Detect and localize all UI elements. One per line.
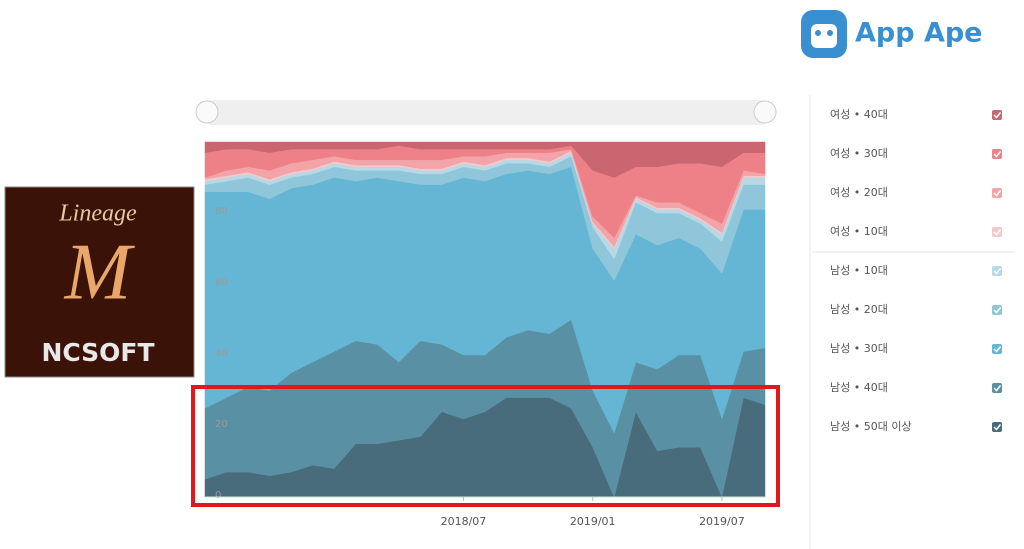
legend-label: 남성 • 30대 bbox=[830, 342, 888, 355]
area bbox=[204, 141, 766, 178]
slider-handle[interactable] bbox=[753, 100, 777, 124]
legend-checkbox[interactable] bbox=[992, 227, 1002, 237]
y-tick-label: 40 bbox=[215, 348, 228, 359]
brand-name: App Ape bbox=[855, 18, 983, 49]
legend-checkbox[interactable] bbox=[992, 383, 1002, 393]
legend-label: 남성 • 10대 bbox=[830, 264, 888, 277]
app-icon: Lineage M NCSOFT bbox=[4, 186, 195, 378]
range-slider[interactable] bbox=[195, 100, 777, 125]
legend-check[interactable] bbox=[993, 229, 1002, 236]
highlight-box bbox=[191, 385, 780, 507]
app-publisher: NCSOFT bbox=[41, 338, 154, 367]
legend-check[interactable] bbox=[993, 151, 1002, 158]
legend-check[interactable] bbox=[993, 346, 1002, 353]
y-tick-label: 0 bbox=[215, 490, 221, 501]
y-tick-label: 20 bbox=[215, 419, 228, 430]
legend-label: 남성 • 20대 bbox=[830, 303, 888, 316]
logo-eye bbox=[815, 30, 821, 36]
legend-label: 여성 • 20대 bbox=[830, 186, 888, 199]
y-tick-label: 60 bbox=[215, 277, 228, 288]
x-tick-label: 2018/07 bbox=[441, 515, 487, 528]
legend-checkbox[interactable] bbox=[992, 344, 1002, 354]
slider-handle[interactable] bbox=[195, 100, 219, 124]
legend-check[interactable] bbox=[993, 307, 1002, 314]
slider-track[interactable] bbox=[207, 100, 765, 125]
app-title: Lineage bbox=[58, 201, 137, 227]
legend-label: 여성 • 40대 bbox=[830, 108, 888, 121]
logo-eye bbox=[827, 30, 833, 36]
logo-face bbox=[811, 24, 837, 48]
legend-checkbox[interactable] bbox=[992, 422, 1002, 432]
legend-checkbox[interactable] bbox=[992, 188, 1002, 198]
brand-logo: App Ape bbox=[801, 10, 983, 58]
legend-check[interactable] bbox=[993, 190, 1002, 197]
app-icon-bg bbox=[4, 186, 195, 378]
legend-checkbox[interactable] bbox=[992, 266, 1002, 276]
legend-checkbox[interactable] bbox=[992, 305, 1002, 315]
x-tick-label: 2019/01 bbox=[570, 515, 616, 528]
app-logo-m: M bbox=[64, 228, 136, 316]
legend-label: 남성 • 50대 이상 bbox=[830, 420, 912, 433]
legend-check[interactable] bbox=[993, 424, 1002, 431]
legend-checkbox[interactable] bbox=[992, 110, 1002, 120]
plot-area: 0 20 40 60 80 2018/07 2019/01 2019/07 bbox=[204, 141, 766, 528]
legend-check[interactable] bbox=[993, 112, 1002, 119]
legend-checkbox[interactable] bbox=[992, 149, 1002, 159]
legend-label: 여성 • 30대 bbox=[830, 147, 888, 160]
legend-check[interactable] bbox=[993, 268, 1002, 275]
x-tick-label: 2019/07 bbox=[699, 515, 745, 528]
legend-label: 여성 • 10대 bbox=[830, 225, 888, 238]
y-tick-label: 80 bbox=[215, 206, 228, 217]
legend-label: 남성 • 40대 bbox=[830, 381, 888, 394]
legend-check[interactable] bbox=[993, 385, 1002, 392]
